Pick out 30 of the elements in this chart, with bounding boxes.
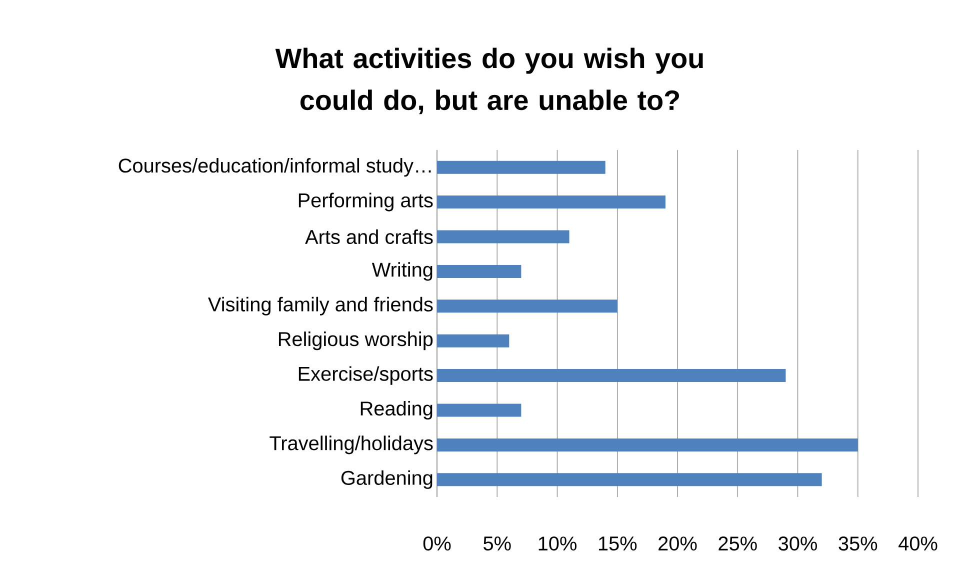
- y-tick-label: Courses/education/informal study…: [118, 158, 431, 177]
- x-tick-label: 15%: [598, 536, 637, 551]
- bar: [437, 230, 570, 244]
- y-tick-label: Religious worship: [278, 332, 433, 350]
- bar: [437, 300, 618, 313]
- bar: [437, 438, 858, 452]
- x-tick-label: 25%: [718, 536, 757, 551]
- bar: [437, 369, 786, 382]
- bar: [437, 404, 522, 417]
- y-tick-label: Writing: [372, 262, 432, 281]
- y-tick-label: Gardening: [341, 470, 432, 489]
- bar: [437, 264, 522, 278]
- y-tick-label: Reading: [360, 400, 432, 420]
- x-tick-label: 40%: [898, 536, 938, 551]
- y-tick-label: Travelling/holidays: [270, 436, 433, 454]
- x-tick-label: 5%: [484, 536, 511, 551]
- y-tick-label: Arts and crafts: [305, 229, 433, 244]
- x-tick-label: 30%: [778, 536, 817, 551]
- y-tick-label: Visiting family and friends: [208, 296, 433, 316]
- y-tick-label: Performing arts: [298, 192, 433, 212]
- x-tick-label: 35%: [838, 536, 878, 551]
- y-tick-label: Exercise/sports: [298, 366, 433, 385]
- bar: [437, 160, 606, 174]
- bar: [437, 334, 510, 348]
- x-tick-label: 20%: [658, 536, 697, 551]
- bar: [437, 196, 666, 209]
- bar: [437, 473, 822, 486]
- chart-title: What activities do you wish you could do, but are unable to?: [275, 48, 703, 114]
- x-tick-label: 10%: [538, 536, 576, 551]
- x-tick-label: 0%: [423, 536, 451, 551]
